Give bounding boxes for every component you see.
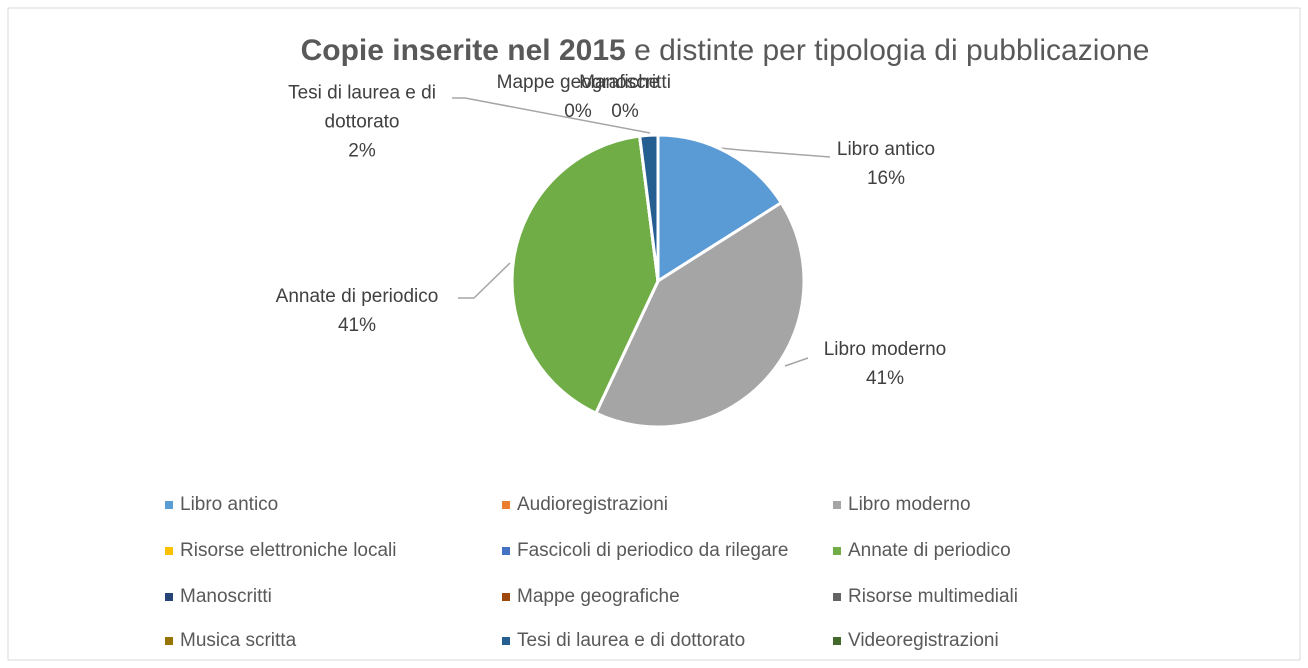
data-label-category: Manoscritti — [579, 72, 671, 93]
data-label-category: Annate di periodico — [275, 286, 439, 307]
legend-label: Videoregistrazioni — [848, 630, 999, 651]
title-bold: Copie inserite nel 2015 — [301, 34, 626, 67]
chart-title: Copie inserite nel 2015 e distinte per t… — [301, 34, 1150, 67]
title-rest: e distinte per tipologia di pubblicazion… — [634, 34, 1149, 67]
pie-slice — [510, 134, 660, 416]
data-label: Manoscritti 0% — [550, 68, 700, 126]
legend-label: Annate di periodico — [848, 540, 1011, 561]
data-label-value: 16% — [866, 168, 906, 189]
legend-label: Tesi di laurea e di dottorato — [517, 630, 745, 651]
legend-swatch — [833, 501, 841, 509]
leader-line — [458, 262, 511, 299]
legend-swatch — [502, 593, 510, 601]
data-label-category: Libro antico — [836, 139, 936, 160]
data-label-value: 2% — [348, 140, 376, 162]
data-label: Libro moderno 41% — [785, 335, 985, 393]
legend-swatch — [833, 547, 841, 555]
data-label-category: Mappe geografiche — [496, 72, 660, 93]
legend-swatch — [502, 637, 510, 645]
data-label-category: Libro moderno — [823, 339, 947, 360]
data-label: Libro antico 16% — [786, 135, 986, 193]
legend-swatch — [502, 501, 510, 509]
leader-line — [784, 357, 809, 367]
data-label: Tesi di laurea e di dottorato 2% — [275, 79, 450, 166]
data-label: Annate di periodico 41% — [247, 282, 467, 340]
legend-swatch — [165, 547, 173, 555]
data-label-value: 0% — [611, 101, 639, 122]
legend-label: Manoscritti — [180, 586, 272, 607]
legend-swatch — [165, 637, 173, 645]
data-label-category: Tesi di laurea e di dottorato — [288, 82, 436, 133]
legend-swatch — [165, 593, 173, 601]
legend-swatch — [165, 501, 173, 509]
data-label: Mappe geografiche 0% — [478, 68, 678, 126]
pie-slice — [593, 200, 806, 429]
pie-slice — [656, 133, 784, 284]
legend-label: Musica scritta — [180, 630, 297, 651]
legend-label: Libro moderno — [848, 494, 971, 515]
data-label-value: 41% — [865, 368, 905, 389]
data-label-value: 41% — [337, 315, 377, 336]
legend-swatch — [833, 593, 841, 601]
legend-label: Fascicoli di periodico da rilegare — [517, 540, 788, 561]
legend-swatch — [833, 637, 841, 645]
legend-label: Risorse multimediali — [848, 586, 1018, 607]
legend-swatch — [502, 547, 510, 555]
legend-label: Mappe geografiche — [517, 586, 680, 607]
legend-label: Libro antico — [180, 494, 278, 515]
leader-line — [452, 97, 651, 134]
legend-label: Risorse elettroniche locali — [180, 540, 397, 561]
data-label-value: 0% — [564, 101, 592, 122]
legend-label: Audioregistrazioni — [517, 494, 668, 515]
